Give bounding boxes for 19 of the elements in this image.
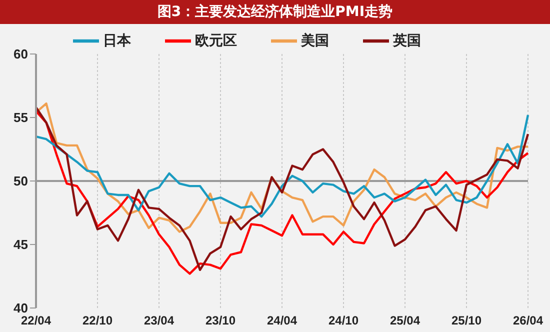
legend-label: 英国 <box>393 32 421 49</box>
legend-label: 欧元区 <box>195 32 237 49</box>
x-tick-label: 26/04 <box>512 314 544 328</box>
x-tick-label: 25/10 <box>451 314 482 328</box>
x-tick-label: 24/10 <box>328 314 359 328</box>
x-tick-label: 25/04 <box>390 314 420 328</box>
x-tick-label: 22/10 <box>82 314 113 328</box>
x-tick-label: 24/04 <box>266 314 298 328</box>
y-tick-label: 60 <box>14 46 28 62</box>
y-tick-label: 50 <box>14 174 28 189</box>
x-tick-label: 23/04 <box>144 314 174 328</box>
x-tick-label: 23/10 <box>205 314 236 328</box>
x-tick-label: 22/04 <box>20 314 52 328</box>
chart-title: 图3：主要发达经济体制造业PMI走势 <box>0 0 550 24</box>
legend-label: 美国 <box>301 32 329 49</box>
y-tick-label: 45 <box>14 237 28 252</box>
legend-label: 日本 <box>103 32 131 49</box>
y-tick-label: 55 <box>14 110 28 126</box>
y-tick-label: 40 <box>14 300 28 316</box>
